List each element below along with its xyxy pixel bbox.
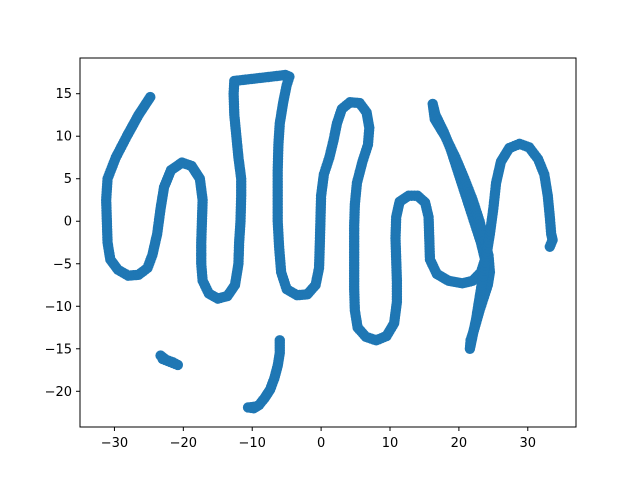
y-tick-label: 5 [64, 172, 72, 187]
x-tick-label: 0 [317, 436, 325, 451]
y-tick-label: 0 [64, 215, 72, 230]
x-axis: −30 −20 −10 0 10 20 30 [101, 427, 536, 451]
data-points [100, 69, 558, 414]
x-tick-label: −10 [239, 436, 266, 451]
y-tick-label: 15 [55, 87, 72, 102]
y-tick-label: −15 [45, 342, 72, 357]
x-tick-label: 30 [520, 436, 537, 451]
x-tick-label: −30 [101, 436, 128, 451]
y-axis: −20 −15 −10 −5 0 5 10 15 [45, 87, 80, 400]
y-tick-label: −10 [45, 300, 72, 315]
x-tick-label: −20 [170, 436, 197, 451]
data-point [251, 401, 262, 412]
data-point [157, 353, 168, 365]
y-tick-label: −5 [53, 257, 72, 272]
y-tick-label: 10 [55, 130, 72, 145]
y-tick-label: −20 [45, 385, 72, 400]
axes-frame [79, 57, 577, 428]
data-point [544, 241, 556, 252]
x-tick-label: 10 [382, 436, 399, 451]
x-tick-label: 20 [451, 436, 468, 451]
